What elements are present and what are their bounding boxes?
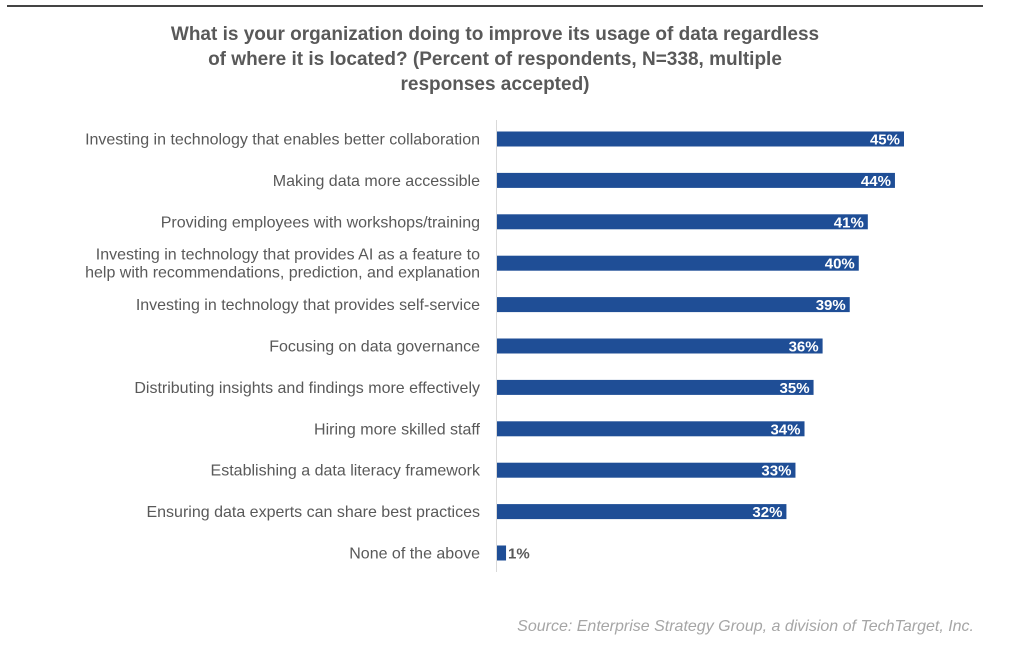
data-label: 45% — [870, 132, 900, 149]
category-label: Investing in technology that enables bet… — [85, 132, 480, 149]
data-label: 41% — [834, 214, 864, 231]
data-label: 35% — [780, 380, 810, 397]
bar — [497, 172, 895, 188]
category-label: Providing employees with workshops/train… — [161, 214, 480, 231]
category-label: Distributing insights and findings more … — [134, 380, 480, 397]
top-divider-rule — [7, 5, 983, 7]
category-label: Investing in technology that provides AI… — [96, 247, 480, 264]
bar — [497, 338, 823, 354]
data-label: 1% — [508, 546, 530, 563]
bars-group: 45% Investing in technology that enables … — [85, 131, 904, 563]
category-label: Investing in technology that provides se… — [136, 297, 480, 314]
bar — [497, 214, 868, 230]
data-label: 39% — [816, 297, 846, 314]
bar — [497, 421, 805, 437]
bar — [497, 297, 850, 313]
bar — [497, 545, 507, 561]
source-note: Source: Enterprise Strategy Group, a div… — [517, 618, 974, 635]
category-label: Establishing a data literacy framework — [211, 463, 481, 480]
category-label: None of the above — [349, 546, 480, 563]
category-label: Hiring more skilled staff — [314, 421, 481, 438]
data-label: 34% — [770, 421, 800, 438]
chart-title-line: of where it is located? (Percent of resp… — [208, 49, 782, 70]
chart-title-line: responses accepted) — [400, 74, 590, 95]
bar — [497, 379, 814, 395]
data-label: 44% — [861, 173, 891, 190]
category-label: Ensuring data experts can share best pra… — [146, 504, 480, 521]
category-label: Focusing on data governance — [269, 339, 480, 356]
bar — [497, 131, 904, 147]
chart-title-line: What is your organization doing to impro… — [170, 24, 820, 45]
category-label: help with recommendations, prediction, a… — [85, 265, 480, 282]
data-label: 36% — [789, 339, 819, 356]
category-label: Making data more accessible — [273, 173, 480, 190]
bar — [497, 255, 859, 271]
data-label: 32% — [752, 504, 782, 521]
bar — [497, 504, 787, 520]
data-label: 40% — [825, 256, 855, 273]
chart-title: What is your organization doing to impro… — [100, 22, 890, 97]
data-label: 33% — [761, 463, 791, 480]
bar — [497, 462, 796, 478]
